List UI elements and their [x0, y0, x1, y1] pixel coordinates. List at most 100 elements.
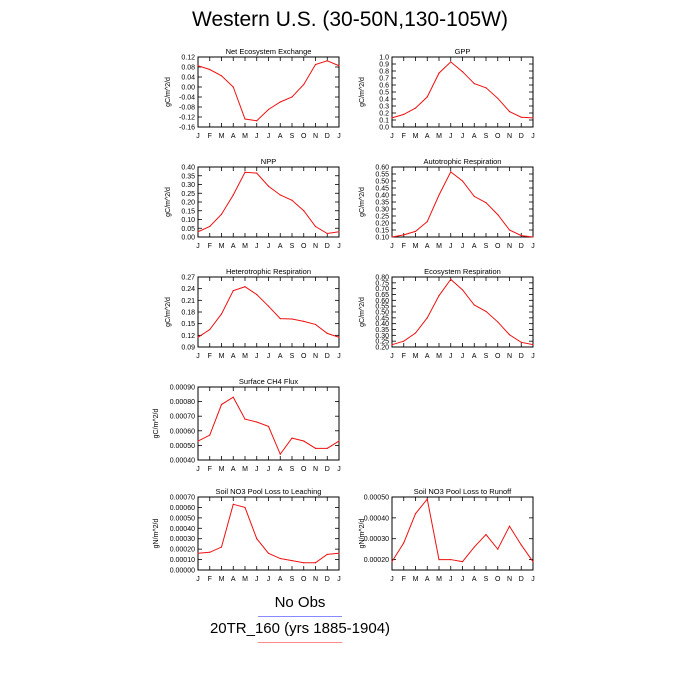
- panel-2-title: GPP: [455, 47, 471, 56]
- panel-1-xtick-label: O: [301, 133, 307, 140]
- panel-9-ytick-label: 0.00020: [364, 557, 389, 564]
- panel-8-ytick-label: 0.00020: [170, 547, 195, 554]
- panel-1-xtick-label: M: [242, 133, 248, 140]
- panel-5-data-point: [291, 318, 293, 320]
- panel-1-ytick-label: -0.08: [179, 105, 195, 112]
- panel-4-data-point: [473, 195, 475, 197]
- panel-5-data-point: [232, 290, 234, 292]
- panel-4-ytick-label: 0.30: [375, 207, 389, 214]
- panel-8-plot-frame: [197, 496, 340, 571]
- panel-8-data-point: [279, 557, 281, 560]
- panel-6-ytick-label: 0.30: [375, 333, 389, 340]
- panel-3-xtick-label: N: [313, 243, 318, 250]
- panel-3-xtick-label: J: [267, 243, 271, 250]
- panel-2-data-point: [414, 107, 417, 109]
- panel-6-data-point: [391, 344, 393, 346]
- panel-2-xtick-label: D: [519, 133, 524, 140]
- panel-4-ytick-label: 0.35: [375, 200, 389, 207]
- panel-4-xtick-label: M: [413, 243, 419, 250]
- panel-1-xtick-label: J: [267, 133, 271, 140]
- panel-3-data-point: [256, 172, 258, 174]
- panel-6-xtick-label: M: [436, 353, 442, 360]
- panel-4-xtick-label: D: [519, 243, 524, 250]
- panel-7-xtick-label: A: [231, 466, 236, 473]
- panel-2-xtick-label: J: [531, 133, 535, 140]
- panel-9-xtick-label: N: [507, 576, 512, 583]
- panel-3-series-line: [197, 171, 340, 235]
- panel-9-ytick-label: 0.00050: [364, 495, 389, 502]
- panel-2-xtick-label: M: [413, 133, 419, 140]
- panel-2-data-point: [450, 61, 452, 63]
- panel-3-data-point: [232, 194, 234, 196]
- panel-7-data-point: [279, 453, 281, 455]
- panel-8-data-point: [209, 551, 211, 553]
- panel-2-data-point: [403, 113, 405, 115]
- panel-6-ytick-label: 0.20: [375, 345, 389, 352]
- panel-9-ytick-label: 0.00030: [364, 536, 389, 543]
- panel-3-xtick-label: A: [231, 243, 236, 250]
- panel-4-ytick-label: 0.20: [375, 221, 389, 228]
- panel-5-ytick-label: 0.15: [181, 321, 195, 328]
- panel-1-ytick-label: -0.16: [179, 125, 195, 132]
- panel-6-xtick-label: J: [461, 353, 465, 360]
- panel-3-ytick-label: 0.40: [181, 165, 195, 172]
- panel-4-ytick-label: 0.25: [375, 214, 389, 221]
- panel-5-xtick-label: D: [325, 353, 330, 360]
- panel-3-data-point: [291, 199, 293, 201]
- panel-1-xtick-label: F: [208, 133, 212, 140]
- panel-7-data-point: [209, 434, 211, 436]
- panel-7-ytick-label: 0.00060: [170, 428, 195, 435]
- panel-3-data-point: [338, 231, 340, 233]
- panel-6-data-point: [473, 304, 475, 306]
- panel-2-ylabel: gC/m^2/d: [359, 77, 366, 107]
- panel-4-title: Autotrophic Respiration: [424, 157, 502, 166]
- panel-4-ytick-label: 0.10: [375, 235, 389, 242]
- panel-5-series-line: [197, 286, 340, 338]
- panel-5-ytick-label: 0.09: [181, 345, 195, 352]
- panel-6-data-point: [403, 340, 405, 342]
- panel-5-ytick-label: 0.18: [181, 310, 195, 317]
- panel-6-xtick-label: F: [402, 353, 406, 360]
- panel-5-title: Heterotrophic Respiration: [226, 267, 311, 276]
- panel-2-ytick-label: 0.4: [379, 97, 389, 104]
- panel-7-ytick-label: 0.00050: [170, 443, 195, 450]
- panel-2-ytick-label: 0.2: [379, 111, 389, 118]
- panel-7-xtick-label: M: [242, 466, 248, 473]
- panel-5-data-point: [267, 305, 270, 307]
- panel-1-xtick-label: J: [337, 133, 341, 140]
- panel-1-xtick-label: J: [255, 133, 259, 140]
- panel-1-data-point: [314, 63, 317, 66]
- panel-4-ytick-label: 0.15: [375, 228, 389, 235]
- panel-4-ytick-label: 0.60: [375, 165, 389, 172]
- panel-7-xtick-label: S: [290, 466, 295, 473]
- panel-4-ytick-label: 0.45: [375, 186, 389, 193]
- panel-7-xtick-label: M: [219, 466, 225, 473]
- panel-1-data-point: [256, 120, 258, 122]
- panel-6-xtick-label: S: [484, 353, 489, 360]
- panel-1-data-point: [291, 96, 293, 98]
- panel-3-ytick-label: 0.35: [181, 173, 195, 180]
- panel-9-data-point: [473, 546, 475, 548]
- panel-6-ytick-label: 0.55: [375, 304, 389, 311]
- panel-4-xtick-label: A: [425, 243, 430, 250]
- panel-2-ytick-label: 0.0: [379, 125, 389, 132]
- panel-9-xtick-label: O: [495, 576, 501, 583]
- panel-8-xtick-label: A: [278, 576, 283, 583]
- panel-7-xtick-label: J: [255, 466, 259, 473]
- panel-3-ylabel: gC/m^2/d: [165, 187, 172, 217]
- panel-9-xtick-label: D: [519, 576, 524, 583]
- panel-5-data-point: [244, 286, 246, 288]
- panel-5-xtick-label: J: [267, 353, 271, 360]
- panel-6-xtick-label: N: [507, 353, 512, 360]
- panel-5-data-point: [303, 320, 305, 322]
- panel-3-ytick-label: 0.05: [181, 226, 195, 233]
- panel-2-xtick-label: J: [461, 133, 465, 140]
- panel-7-xtick-label: J: [267, 466, 271, 473]
- panel-3-data-point: [314, 225, 317, 228]
- panel-7-ytick-label: 0.00070: [170, 414, 195, 421]
- panel-8-xtick-label: M: [219, 576, 225, 583]
- panel-5-ytick-label: 0.24: [181, 286, 195, 293]
- panel-3-xtick-label: F: [208, 243, 212, 250]
- panel-2-data-point: [391, 117, 393, 119]
- panel-1-xtick-label: D: [325, 133, 330, 140]
